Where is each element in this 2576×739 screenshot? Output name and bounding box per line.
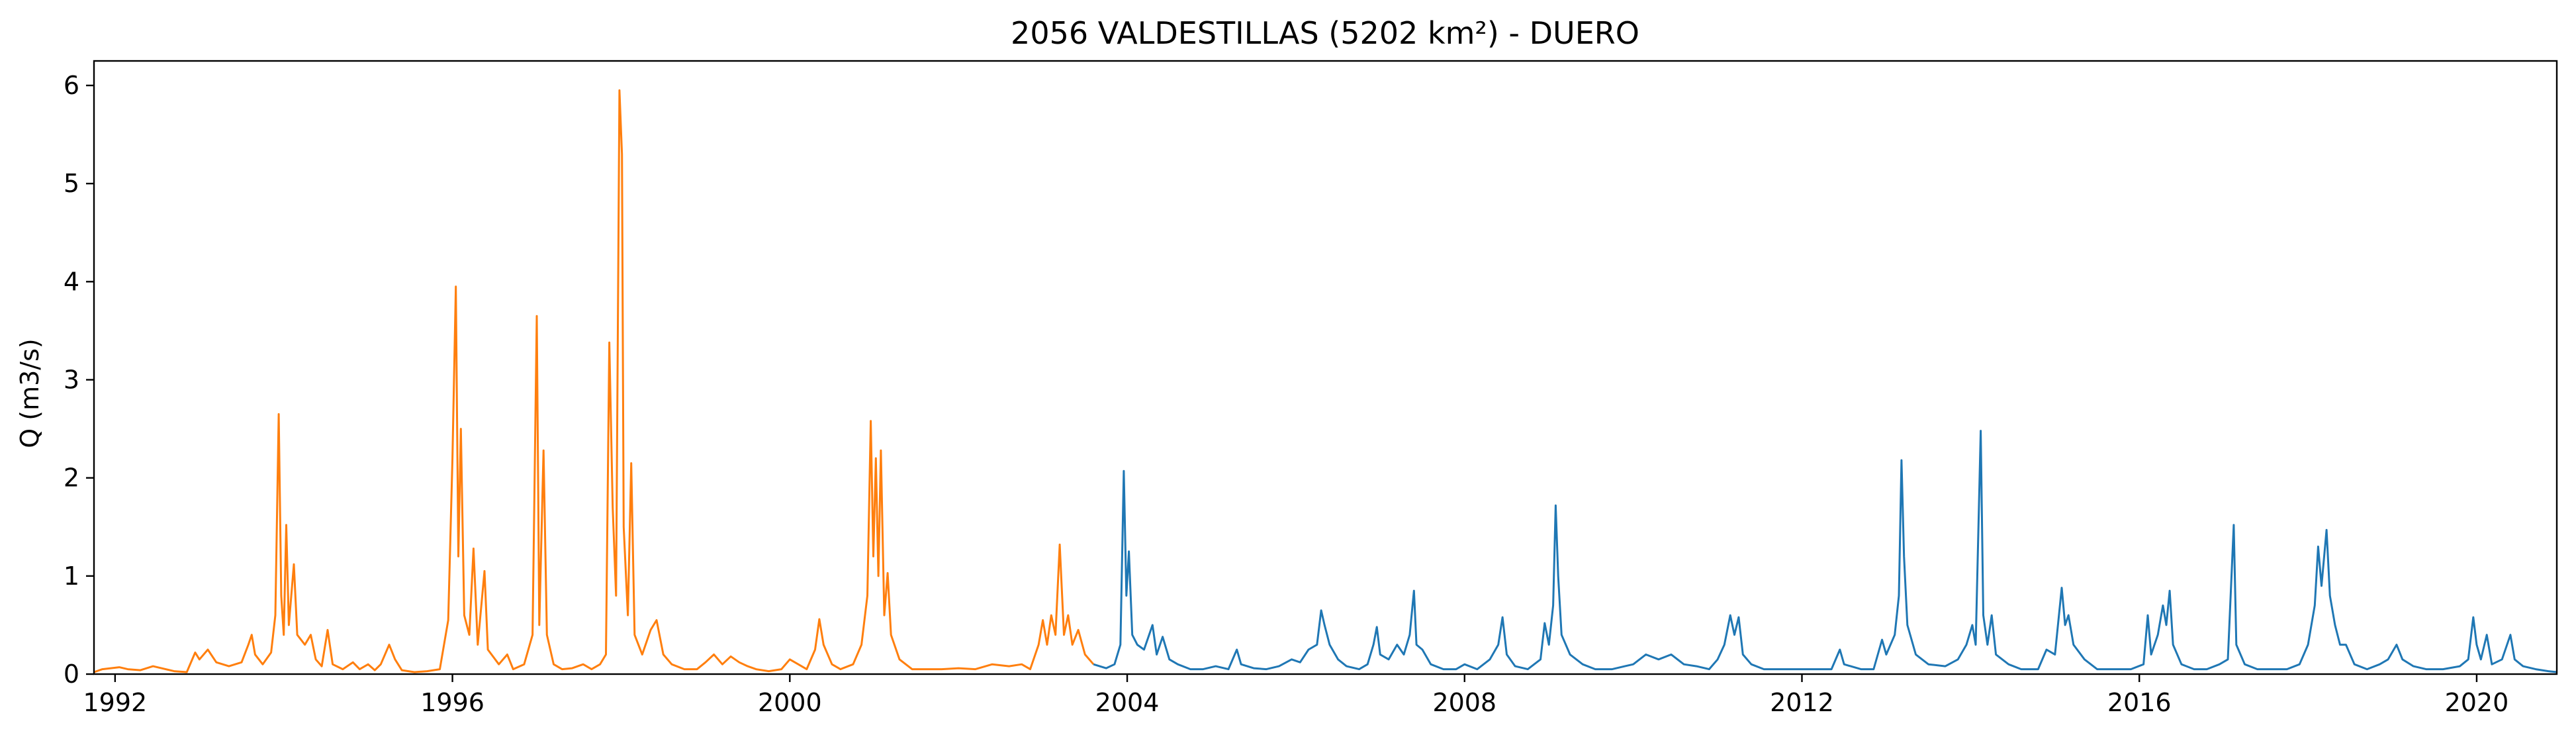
y-tick-label: 4 xyxy=(64,267,79,296)
x-axis: 1992 1996 2000 2004 2008 2012 2016 2020 xyxy=(83,674,2508,717)
y-tick-label: 0 xyxy=(64,660,79,689)
x-tick-label: 2004 xyxy=(1095,688,1160,717)
y-axis: 0 1 2 3 4 5 6 xyxy=(64,71,94,689)
chart-title: 2056 VALDESTILLAS (5202 km²) - DUERO xyxy=(1011,15,1639,51)
y-tick-label: 6 xyxy=(64,71,79,100)
y-axis-label: Q (m3/s) xyxy=(15,338,44,448)
x-tick-label: 2012 xyxy=(1770,688,1834,717)
y-tick-label: 1 xyxy=(64,562,79,591)
plot-frame xyxy=(93,60,2558,675)
x-tick-label: 1996 xyxy=(420,688,484,717)
x-tick-label: 2016 xyxy=(2107,688,2172,717)
y-tick-label: 5 xyxy=(64,169,79,198)
y-tick-label: 3 xyxy=(64,366,79,395)
x-tick-label: 2000 xyxy=(758,688,822,717)
x-tick-label: 1992 xyxy=(83,688,147,717)
series-layer xyxy=(93,89,2557,673)
y-tick-label: 2 xyxy=(64,464,79,493)
x-tick-label: 2020 xyxy=(2445,688,2509,717)
series-line-2 xyxy=(1093,430,2557,673)
series-line-1 xyxy=(93,89,1095,673)
x-tick-label: 2008 xyxy=(1432,688,1496,717)
